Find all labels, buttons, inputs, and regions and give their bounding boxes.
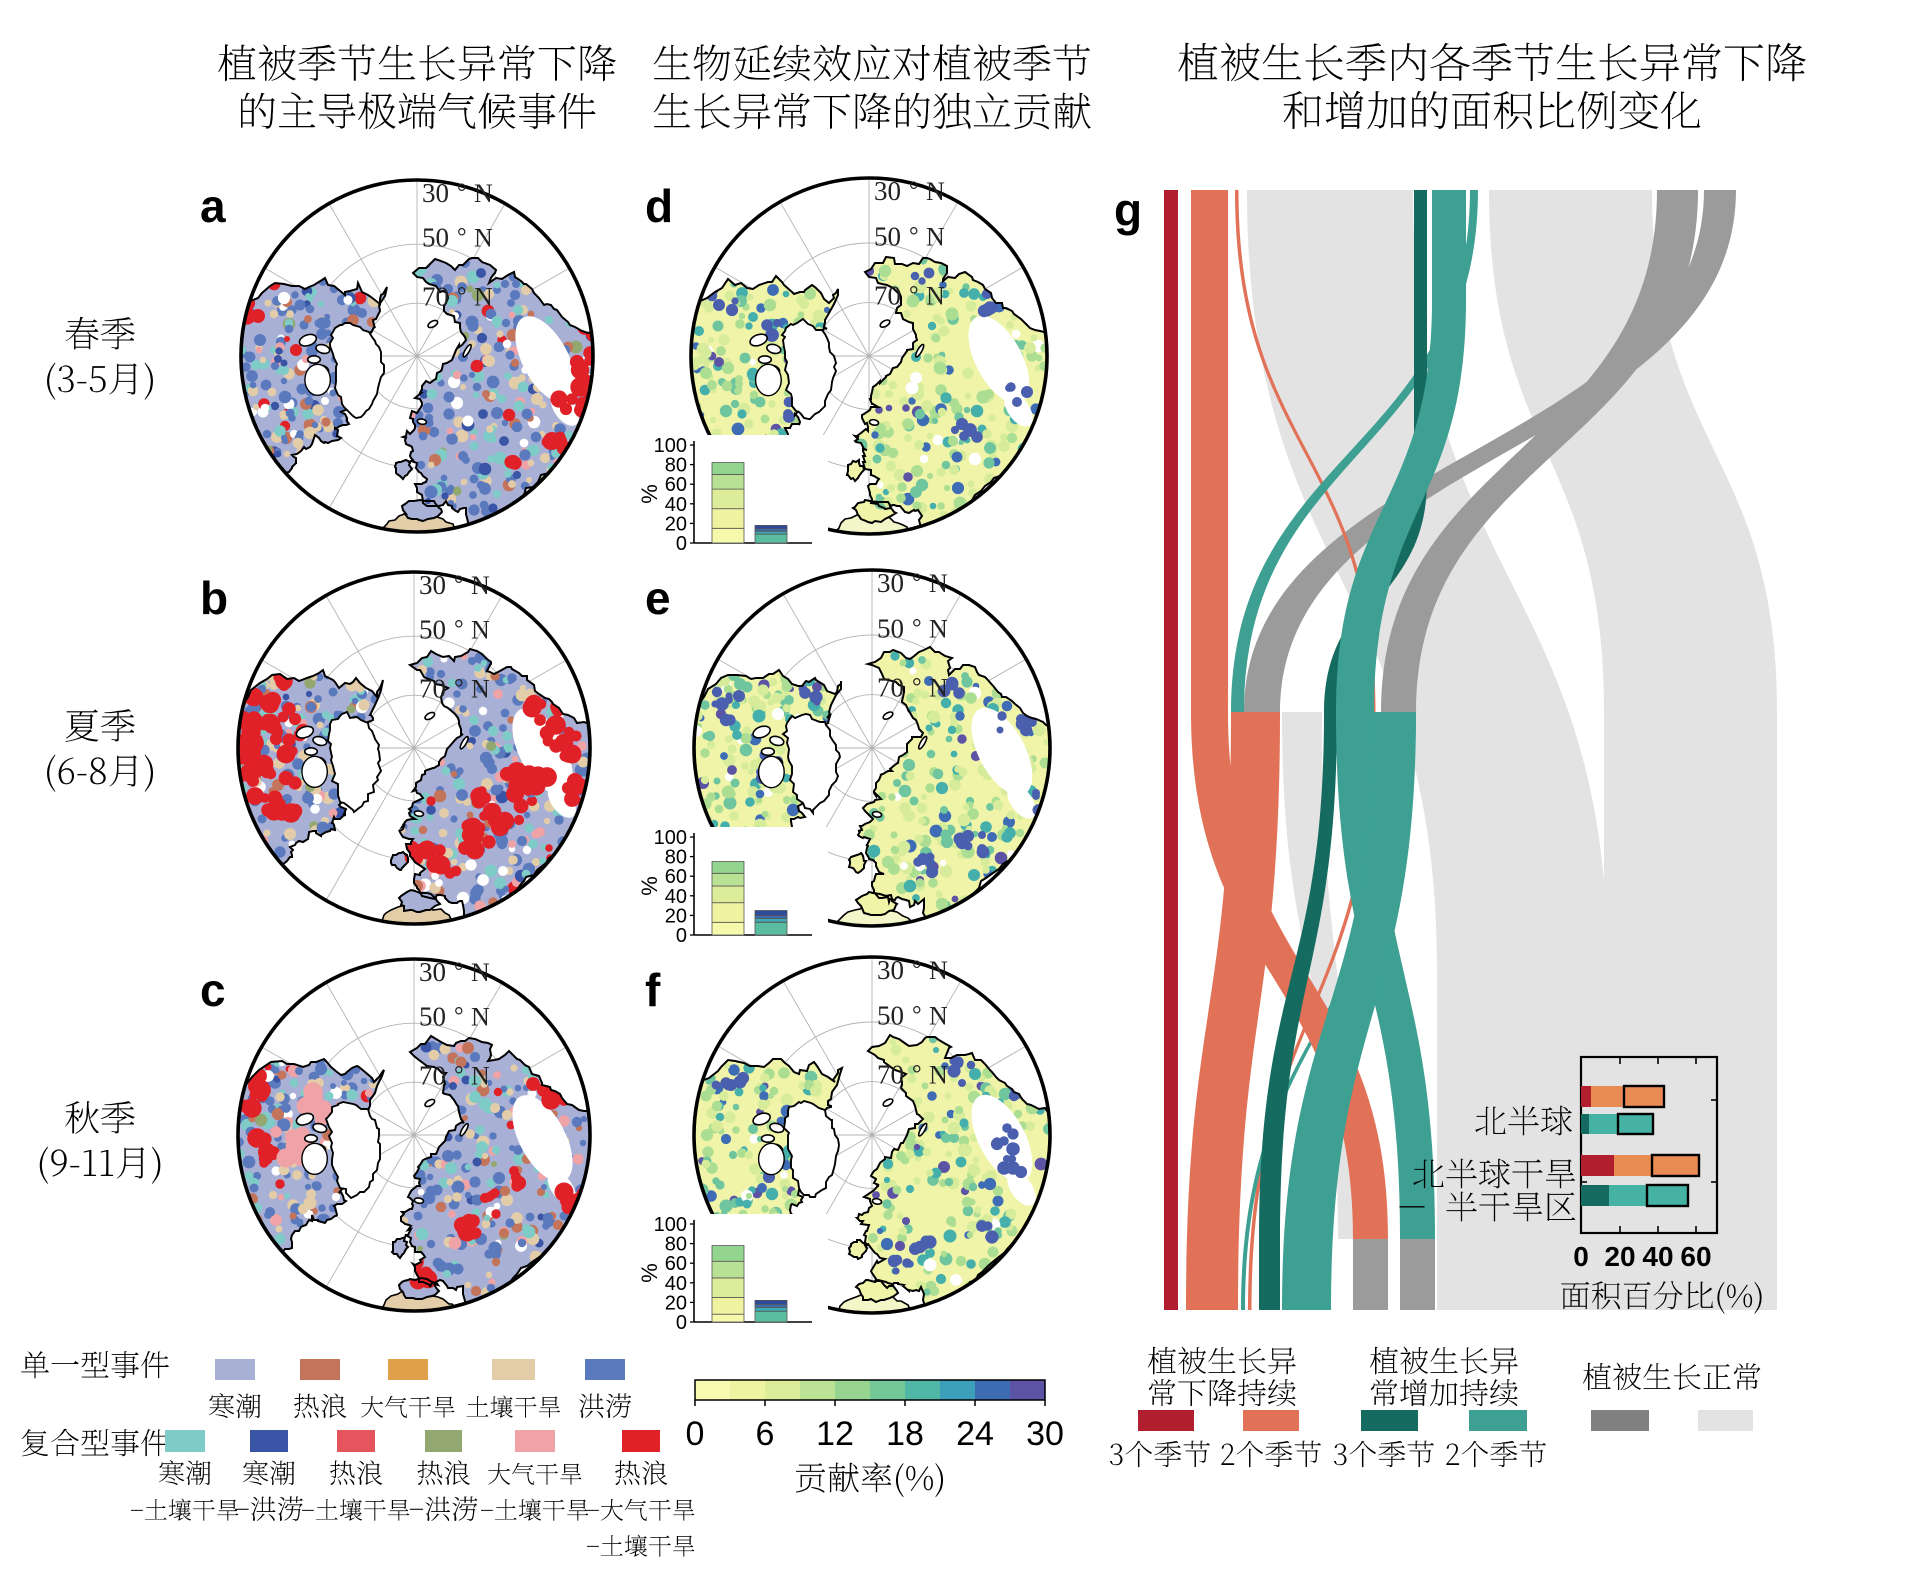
svg-text:N: N [926,282,945,311]
svg-text:°: ° [454,617,464,643]
svg-text:30: 30 [877,568,904,598]
svg-text:20: 20 [665,1292,687,1314]
svg-text:%: % [637,484,662,504]
svg-text:100: 100 [654,1214,687,1236]
svg-text:50: 50 [422,223,449,253]
svg-text:12: 12 [816,1415,854,1453]
svg-text:30: 30 [422,178,449,208]
svg-text:°: ° [909,223,919,249]
svg-text:50: 50 [877,613,904,643]
svg-text:N: N [471,958,490,987]
svg-text:30: 30 [874,176,901,206]
svg-text:N: N [926,222,945,251]
svg-text:40: 40 [665,494,687,516]
svg-text:f: f [645,964,661,1016]
svg-text:50: 50 [877,1000,904,1030]
svg-text:°: ° [912,1062,922,1088]
svg-text:°: ° [909,283,919,309]
svg-text:°: ° [454,1062,464,1088]
svg-text:g: g [1114,184,1142,236]
svg-text:70: 70 [419,1060,446,1090]
svg-text:d: d [645,180,673,232]
svg-text:N: N [471,1061,490,1090]
svg-text:70: 70 [877,673,904,703]
svg-text:30: 30 [1026,1415,1064,1453]
svg-text:80: 80 [665,847,687,869]
svg-text:°: ° [457,180,467,206]
svg-text:°: ° [912,615,922,641]
svg-text:50: 50 [419,615,446,645]
svg-text:6: 6 [756,1415,775,1453]
svg-text:30: 30 [419,570,446,600]
svg-text:°: ° [912,957,922,983]
svg-text:°: ° [454,1004,464,1030]
svg-text:°: ° [454,959,464,985]
svg-text:0: 0 [676,925,687,947]
svg-text:0: 0 [676,1312,687,1334]
svg-text:60: 60 [665,474,687,496]
svg-text:°: ° [457,283,467,309]
svg-text:70: 70 [422,281,449,311]
svg-text:N: N [471,1003,490,1032]
svg-text:50: 50 [874,221,901,251]
svg-text:80: 80 [665,455,687,477]
svg-text:N: N [926,177,945,206]
svg-text:N: N [929,614,948,643]
svg-text:°: ° [912,675,922,701]
svg-text:18: 18 [886,1415,924,1453]
svg-text:%: % [637,876,662,896]
svg-text:e: e [645,572,671,624]
svg-text:20: 20 [665,905,687,927]
svg-text:°: ° [454,572,464,598]
svg-text:N: N [474,224,493,253]
svg-text:40: 40 [1642,1241,1673,1272]
svg-text:°: ° [909,178,919,204]
svg-text:30: 30 [877,955,904,985]
svg-text:c: c [200,964,226,1016]
svg-text:N: N [471,571,490,600]
svg-text:50: 50 [419,1002,446,1032]
svg-text:70: 70 [419,673,446,703]
svg-text:100: 100 [654,827,687,849]
svg-text:N: N [929,956,948,985]
svg-text:N: N [929,674,948,703]
svg-text:60: 60 [1680,1241,1711,1272]
svg-text:20: 20 [1604,1241,1635,1272]
svg-text:60: 60 [665,1253,687,1275]
svg-text:N: N [471,674,490,703]
svg-text:N: N [471,616,490,645]
svg-text:70: 70 [877,1060,904,1090]
svg-text:a: a [200,180,226,232]
svg-text:N: N [474,179,493,208]
svg-text:°: ° [454,675,464,701]
svg-text:60: 60 [665,866,687,888]
svg-text:100: 100 [654,435,687,457]
svg-text:°: ° [912,570,922,596]
svg-text:80: 80 [665,1234,687,1256]
svg-text:30: 30 [419,957,446,987]
svg-text:N: N [929,569,948,598]
svg-text:%: % [637,1263,662,1283]
svg-text:N: N [929,1061,948,1090]
svg-text:N: N [474,282,493,311]
svg-text:N: N [929,1001,948,1030]
svg-text:°: ° [457,225,467,251]
svg-text:0: 0 [686,1415,705,1453]
svg-text:40: 40 [665,886,687,908]
svg-text:0: 0 [1573,1241,1589,1272]
svg-text:40: 40 [665,1273,687,1295]
svg-text:b: b [200,572,228,624]
svg-text:0: 0 [676,533,687,555]
svg-text:°: ° [912,1002,922,1028]
svg-text:24: 24 [956,1415,994,1453]
svg-text:20: 20 [665,513,687,535]
svg-text:70: 70 [874,281,901,311]
